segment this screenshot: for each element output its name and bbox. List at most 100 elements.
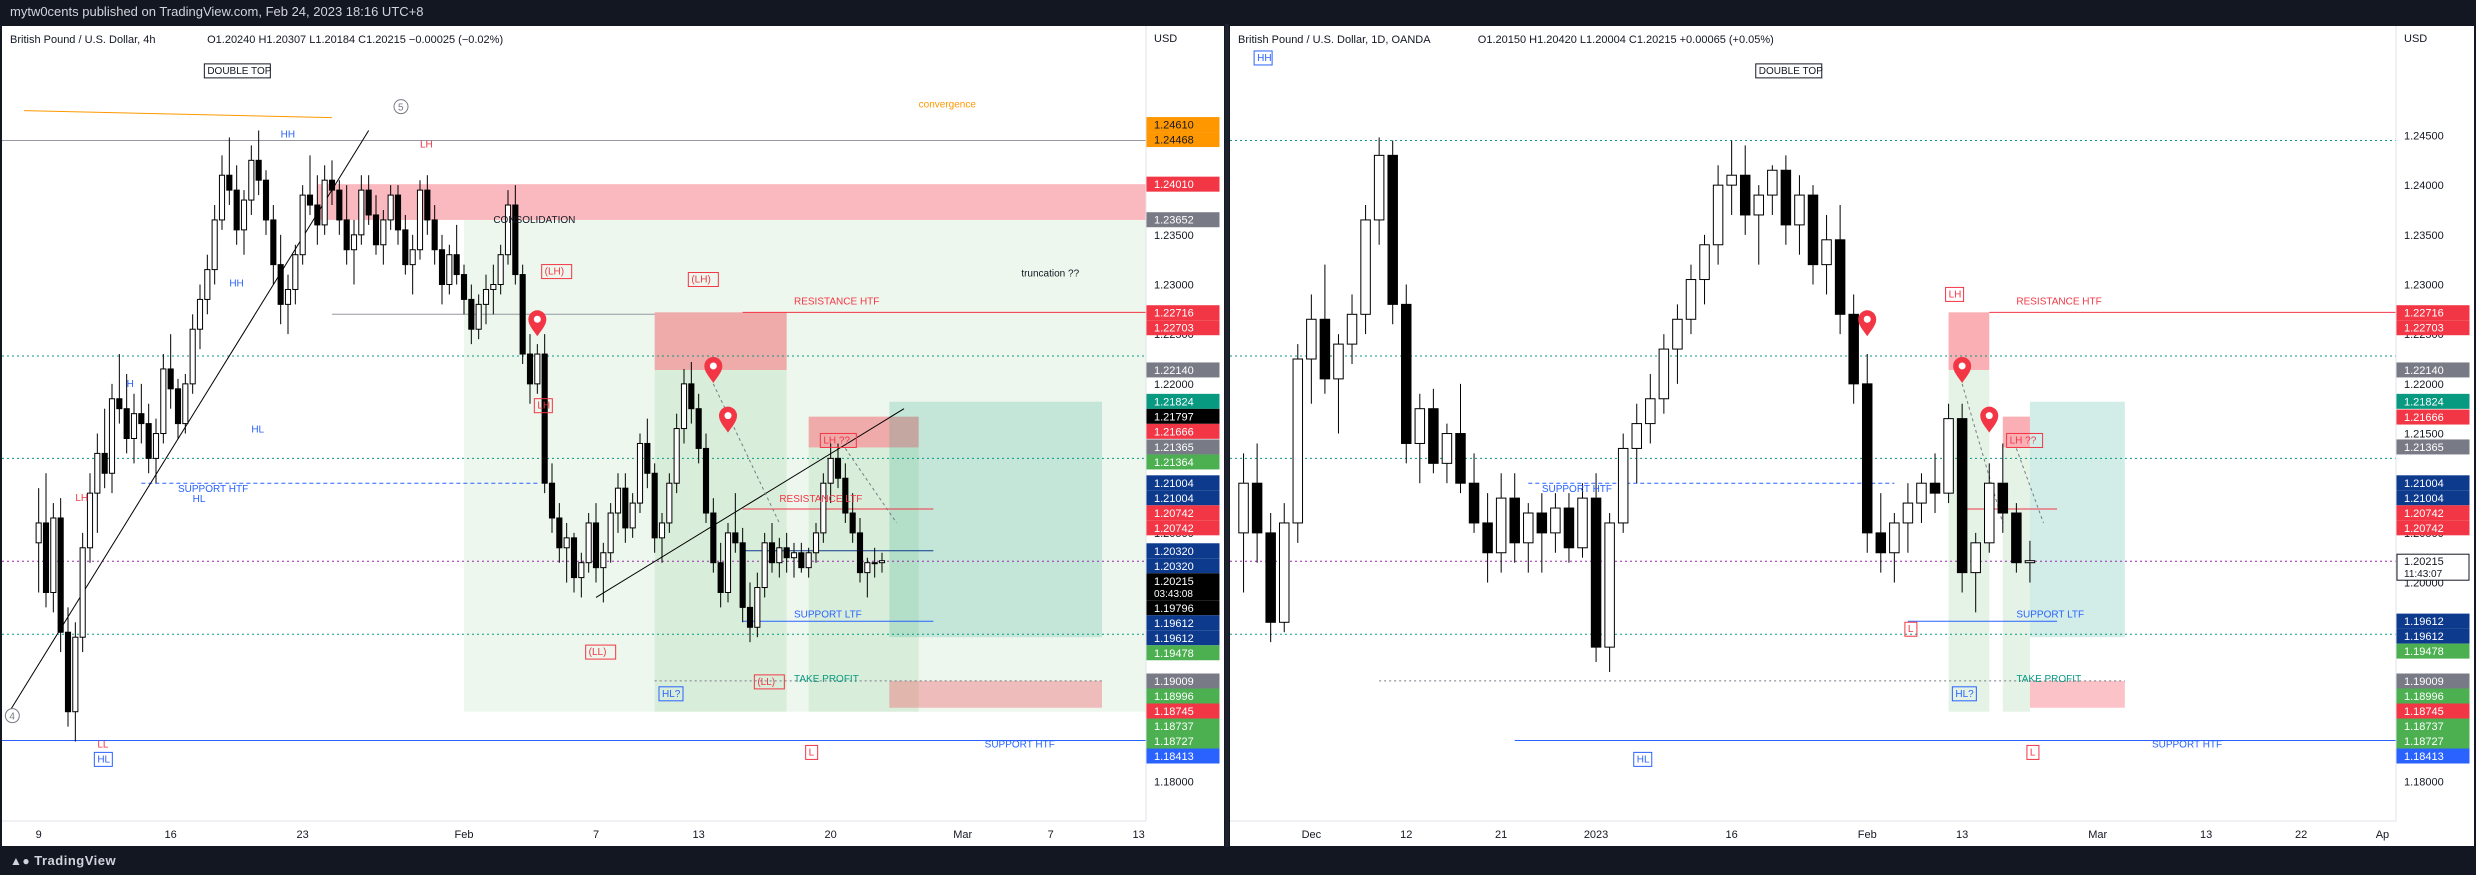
candle[interactable] xyxy=(2024,540,2036,583)
price-tag[interactable]: 1.22140 xyxy=(2396,362,2470,378)
candle[interactable] xyxy=(306,155,314,215)
candle[interactable] xyxy=(299,185,306,265)
candle[interactable] xyxy=(277,234,284,325)
candle[interactable] xyxy=(614,473,622,533)
annotation-label[interactable]: SUPPORT HTF xyxy=(2152,739,2222,750)
price-tag[interactable]: 1.18745 xyxy=(1146,703,1220,719)
annotation-label[interactable]: DOUBLE TOP xyxy=(1755,63,1823,79)
zone-rect[interactable] xyxy=(2029,680,2125,708)
candle[interactable] xyxy=(1929,453,1941,514)
candle[interactable] xyxy=(42,473,50,608)
annotation-label[interactable]: LH xyxy=(533,398,553,414)
candle[interactable] xyxy=(1889,513,1900,583)
candle[interactable] xyxy=(1712,165,1724,265)
candle[interactable] xyxy=(570,532,578,593)
candle[interactable] xyxy=(365,175,372,225)
candle[interactable] xyxy=(116,354,123,424)
price-tag[interactable]: 1.20742 xyxy=(2396,505,2470,521)
candle[interactable] xyxy=(424,175,431,235)
candle[interactable] xyxy=(189,314,196,394)
candle[interactable] xyxy=(2011,503,2022,573)
candle[interactable] xyxy=(1875,493,1887,573)
candle[interactable] xyxy=(1387,140,1398,325)
candle[interactable] xyxy=(871,547,878,578)
candle[interactable] xyxy=(658,513,666,563)
candle[interactable] xyxy=(842,463,849,523)
candle[interactable] xyxy=(732,493,739,553)
candle[interactable] xyxy=(321,165,328,235)
candle[interactable] xyxy=(812,522,820,563)
candle[interactable] xyxy=(380,209,387,265)
candle[interactable] xyxy=(526,334,534,404)
candle[interactable] xyxy=(204,254,211,315)
candle[interactable] xyxy=(629,493,636,538)
price-tag[interactable]: 1.21004 xyxy=(2396,490,2470,506)
candle[interactable] xyxy=(702,433,710,523)
location-pin-icon[interactable] xyxy=(1858,310,1877,337)
price-tag[interactable]: 1.22703 xyxy=(2396,320,2470,336)
candle[interactable] xyxy=(226,137,233,206)
candle[interactable] xyxy=(1685,264,1697,335)
annotation-label[interactable]: RESISTANCE HTF xyxy=(794,296,879,307)
candle[interactable] xyxy=(482,274,490,325)
candle[interactable] xyxy=(468,284,475,345)
annotation-label[interactable]: SUPPORT HTF xyxy=(985,739,1055,750)
candle[interactable] xyxy=(739,527,746,623)
price-tag[interactable]: 1.19009 xyxy=(2396,673,2470,689)
annotation-label[interactable]: (LL) xyxy=(585,644,617,660)
candle[interactable] xyxy=(622,473,629,543)
candle[interactable] xyxy=(292,244,299,305)
candle[interactable] xyxy=(255,130,262,196)
candle[interactable] xyxy=(1265,513,1276,643)
annotation-label[interactable]: SUPPORT LTF xyxy=(794,609,862,620)
candle[interactable] xyxy=(1482,493,1493,583)
candle[interactable] xyxy=(35,488,42,593)
zone-rect[interactable] xyxy=(889,401,1102,638)
price-tag[interactable]: 1.21666 xyxy=(2396,409,2470,425)
price-tag[interactable]: 1.19009 xyxy=(1146,673,1220,689)
candle[interactable] xyxy=(849,493,856,543)
candle[interactable] xyxy=(534,344,541,394)
candle[interactable] xyxy=(101,408,108,489)
candle[interactable] xyxy=(50,503,57,613)
price-tag[interactable]: 1.24010 xyxy=(1146,176,1220,192)
candle[interactable] xyxy=(798,542,805,573)
zone-rect[interactable] xyxy=(889,680,1102,708)
location-pin-icon[interactable] xyxy=(1980,406,1999,433)
candle[interactable] xyxy=(174,378,182,439)
candle[interactable] xyxy=(1251,443,1263,563)
price-tag[interactable]: 1.20742 xyxy=(1146,505,1220,521)
candle[interactable] xyxy=(600,542,607,603)
price-tag[interactable]: 1.19612 xyxy=(1146,615,1220,631)
candle[interactable] xyxy=(680,368,688,444)
annotation-label[interactable]: SUPPORT HTF xyxy=(1542,484,1612,495)
annotation-label[interactable]: HL xyxy=(93,751,113,767)
candle[interactable] xyxy=(1739,145,1751,235)
candle[interactable] xyxy=(1834,205,1846,335)
candle[interactable] xyxy=(1916,473,1927,523)
candle[interactable] xyxy=(138,383,145,444)
annotation-label[interactable]: LL xyxy=(97,739,109,750)
annotation-label[interactable]: LH xyxy=(1945,286,1965,302)
candle[interactable] xyxy=(556,503,563,563)
candle[interactable] xyxy=(776,537,783,578)
annotation-label[interactable]: 4 xyxy=(4,708,20,724)
candle[interactable] xyxy=(438,234,446,305)
candle[interactable] xyxy=(94,433,101,533)
candle[interactable] xyxy=(196,284,204,350)
location-pin-icon[interactable] xyxy=(704,356,723,383)
candle[interactable] xyxy=(218,155,226,230)
price-tag[interactable]: 1.21824 xyxy=(2396,393,2470,409)
candle[interactable] xyxy=(1956,403,1968,593)
trend-line[interactable] xyxy=(712,383,780,524)
price-tag[interactable]: 1.21004 xyxy=(1146,475,1220,491)
candle[interactable] xyxy=(72,622,79,742)
candle[interactable] xyxy=(372,195,380,255)
candle[interactable] xyxy=(1468,453,1480,533)
candle[interactable] xyxy=(314,175,321,245)
candle[interactable] xyxy=(211,205,218,285)
panel-divider[interactable] xyxy=(1225,24,1229,847)
candle[interactable] xyxy=(1997,443,2009,533)
annotation-label[interactable]: HL xyxy=(193,494,206,505)
annotation-label[interactable]: LH ?? xyxy=(2006,432,2044,448)
